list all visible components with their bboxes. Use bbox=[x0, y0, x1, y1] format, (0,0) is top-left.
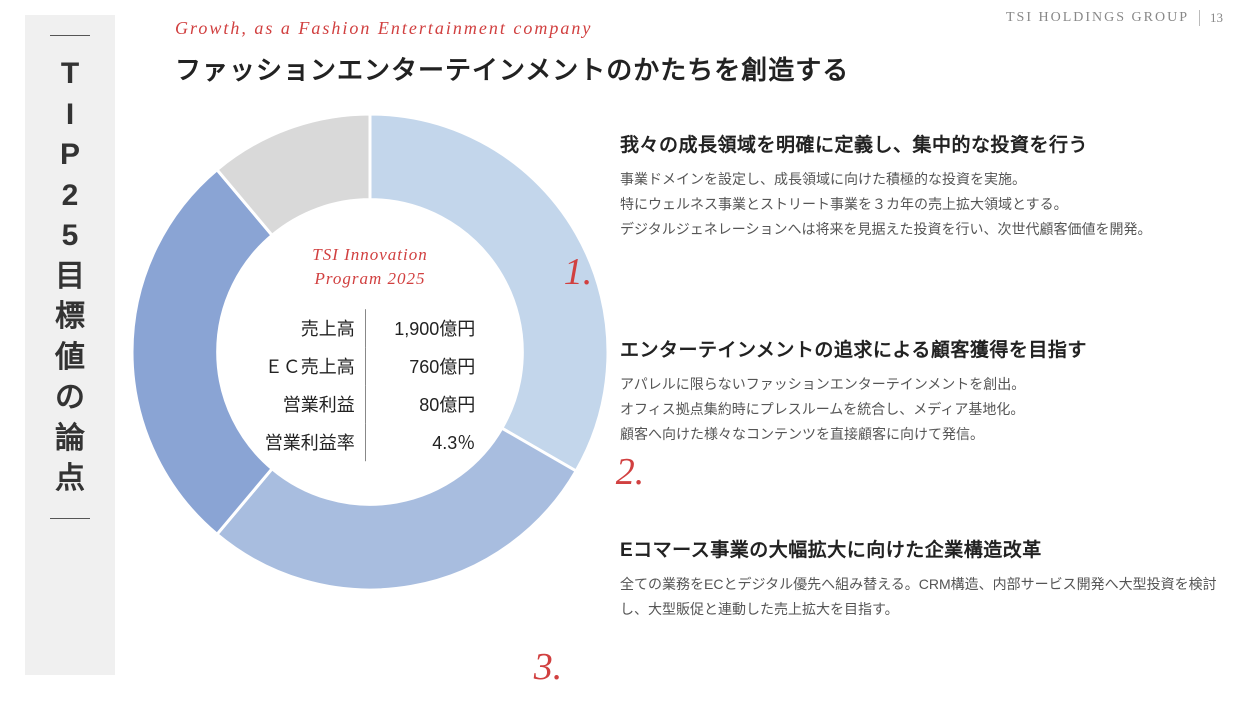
point-title: Eコマース事業の大幅拡大に向けた企業構造改革 bbox=[620, 535, 1220, 562]
point-item: エンターテインメントの追求による顧客獲得を目指すアパレルに限らないファッションエ… bbox=[620, 335, 1220, 448]
point-body: 事業ドメインを設定し、成長領域に向けた積極的な投資を実施。特にウェルネス事業とス… bbox=[620, 167, 1220, 243]
metric-value: 80億円 bbox=[365, 385, 485, 423]
innovation-line2: Program 2025 bbox=[314, 269, 425, 288]
sidebar-title-char: 論 bbox=[55, 419, 85, 460]
sidebar-top-rule bbox=[50, 35, 90, 36]
metric-row: ＥＣ売上高760億円 bbox=[255, 347, 486, 385]
metrics-table: 売上高1,900億円ＥＣ売上高760億円営業利益80億円営業利益率4.3％ bbox=[220, 309, 520, 461]
metric-label: 営業利益率 bbox=[255, 423, 366, 461]
metric-value: 4.3％ bbox=[365, 423, 485, 461]
sidebar-title-char: 値 bbox=[55, 338, 85, 379]
metric-label: 営業利益 bbox=[255, 385, 366, 423]
sidebar-title-char: 点 bbox=[55, 459, 85, 500]
point-item: 我々の成長領域を明確に定義し、集中的な投資を行う事業ドメインを設定し、成長領域に… bbox=[620, 130, 1220, 243]
number-marker: 3. bbox=[534, 645, 563, 689]
page-number: 13 bbox=[1210, 10, 1223, 26]
sidebar-title: TIP25目標値の論点 bbox=[55, 54, 85, 500]
point-body: 全ての業務をECとデジタル優先へ組み替える。CRM構造、内部サービス開発へ大型投… bbox=[620, 572, 1220, 622]
sidebar-title-char: 5 bbox=[62, 216, 79, 257]
point-title: 我々の成長領域を明確に定義し、集中的な投資を行う bbox=[620, 130, 1220, 157]
donut-center: TSI Innovation Program 2025 売上高1,900億円ＥＣ… bbox=[220, 243, 520, 461]
metric-label: ＥＣ売上高 bbox=[255, 347, 366, 385]
metric-row: 売上高1,900億円 bbox=[255, 309, 486, 347]
metric-value: 1,900億円 bbox=[365, 309, 485, 347]
main-title: ファッションエンターテインメントのかたちを創造する bbox=[175, 50, 849, 87]
sidebar-title-char: 標 bbox=[55, 297, 85, 338]
metric-row: 営業利益率4.3％ bbox=[255, 423, 486, 461]
donut-chart: TSI Innovation Program 2025 売上高1,900億円ＥＣ… bbox=[130, 112, 610, 592]
metric-row: 営業利益80億円 bbox=[255, 385, 486, 423]
header-right: TSI HOLDINGS GROUP 13 bbox=[1006, 10, 1223, 26]
brand-name: TSI HOLDINGS GROUP bbox=[1006, 10, 1189, 26]
number-marker: 1. bbox=[564, 250, 593, 294]
metric-label: 売上高 bbox=[255, 309, 366, 347]
header-divider bbox=[1199, 10, 1200, 26]
innovation-title: TSI Innovation Program 2025 bbox=[220, 243, 520, 291]
sidebar-title-char: I bbox=[66, 95, 74, 136]
sidebar-title-char: T bbox=[61, 54, 79, 95]
point-body: アパレルに限らないファッションエンターテインメントを創出。オフィス拠点集約時にプ… bbox=[620, 372, 1220, 448]
point-item: Eコマース事業の大幅拡大に向けた企業構造改革全ての業務をECとデジタル優先へ組み… bbox=[620, 535, 1220, 622]
sidebar-bottom-rule bbox=[50, 518, 90, 519]
point-title: エンターテインメントの追求による顧客獲得を目指す bbox=[620, 335, 1220, 362]
tagline: Growth, as a Fashion Entertainment compa… bbox=[175, 18, 592, 39]
sidebar-title-char: P bbox=[60, 135, 80, 176]
sidebar: TIP25目標値の論点 bbox=[25, 15, 115, 675]
sidebar-title-char: 目 bbox=[55, 257, 85, 298]
innovation-line1: TSI Innovation bbox=[312, 245, 428, 264]
sidebar-title-char: 2 bbox=[62, 176, 79, 217]
metric-value: 760億円 bbox=[365, 347, 485, 385]
sidebar-title-char: の bbox=[55, 378, 85, 419]
number-marker: 2. bbox=[616, 450, 645, 494]
